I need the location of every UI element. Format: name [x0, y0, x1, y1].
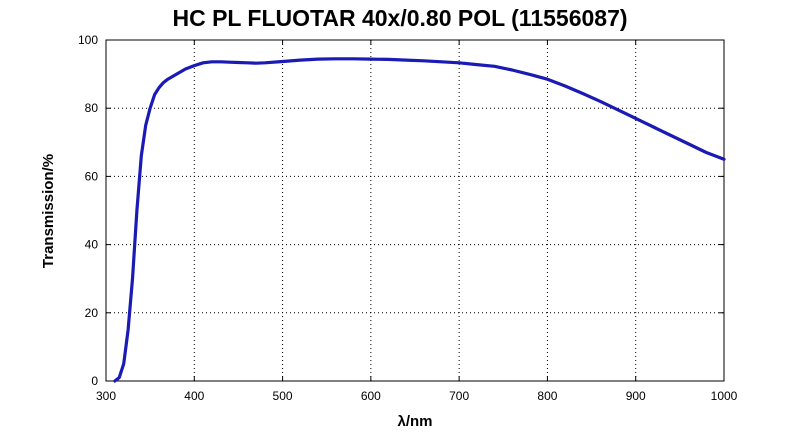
x-tick-label: 700: [449, 389, 469, 403]
y-tick-label: 80: [85, 101, 99, 115]
x-tick-label: 500: [273, 389, 293, 403]
plot-frame: [105, 39, 725, 382]
transmission-curve: [113, 57, 726, 383]
y-axis-label: Transmission/%: [40, 154, 57, 268]
y-tick-label: 40: [85, 238, 99, 252]
y-tick-label: 0: [91, 374, 98, 388]
x-axis-label: λ/nm: [397, 413, 432, 430]
y-tick-label: 20: [85, 306, 99, 320]
x-tick-label: 400: [184, 389, 204, 403]
ticks-layer: 300 400 500 600 700 800 900 1000 0 20 40 60 80 100: [78, 33, 738, 403]
x-tick-label: 1000: [711, 389, 738, 403]
x-tick-label: 900: [626, 389, 646, 403]
y-tick-label: 100: [78, 33, 98, 47]
grid-layer: [106, 40, 724, 381]
series-layer: [113, 57, 726, 383]
y-tick-label: 60: [85, 169, 99, 183]
x-tick-label: 600: [361, 389, 381, 403]
x-tick-label: 800: [537, 389, 557, 403]
chart-title: HC PL FLUOTAR 40x/0.80 POL (11556087): [172, 5, 627, 31]
x-tick-label: 300: [96, 389, 116, 403]
